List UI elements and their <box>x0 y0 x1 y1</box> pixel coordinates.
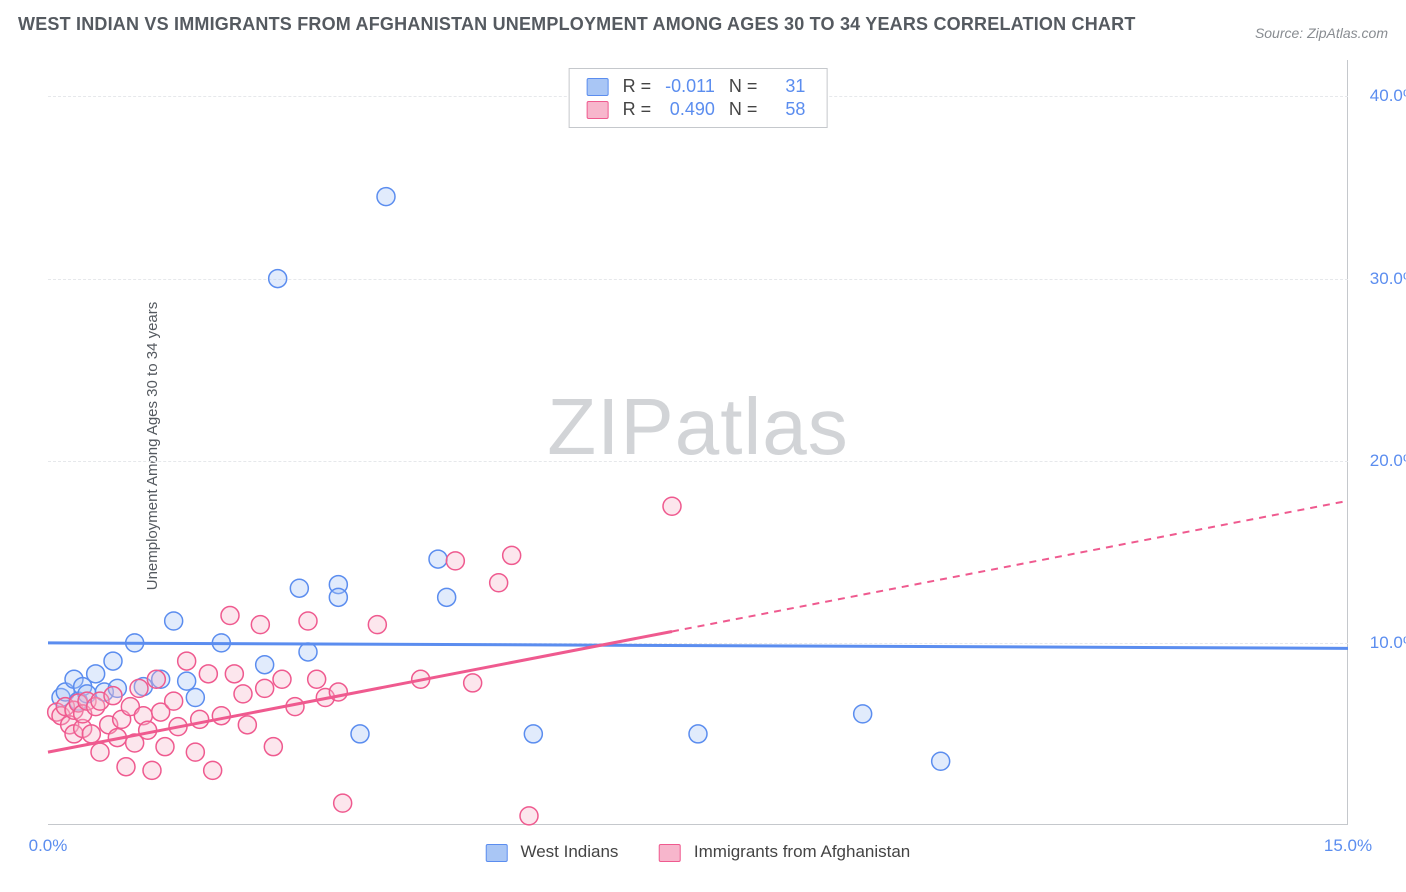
scatter-point <box>490 574 508 592</box>
scatter-point <box>178 672 196 690</box>
legend-bottom-label-0: West Indians <box>520 842 618 861</box>
legend-item-1: Immigrants from Afghanistan <box>659 842 910 861</box>
scatter-point <box>212 707 230 725</box>
scatter-point <box>82 725 100 743</box>
trend-line-dashed <box>672 501 1348 632</box>
scatter-point <box>165 692 183 710</box>
legend-bottom-swatch-1 <box>659 844 681 862</box>
scatter-point <box>438 588 456 606</box>
series-legend: West Indians Immigrants from Afghanistan <box>468 842 929 862</box>
scatter-point <box>165 612 183 630</box>
y-tick-label: 10.0% <box>1358 633 1406 653</box>
trend-line-solid <box>48 643 1348 648</box>
y-tick-label: 40.0% <box>1358 86 1406 106</box>
y-tick-label: 30.0% <box>1358 269 1406 289</box>
scatter-point <box>299 643 317 661</box>
scatter-point <box>264 738 282 756</box>
source-attribution: Source: ZipAtlas.com <box>1255 25 1388 41</box>
scatter-point <box>524 725 542 743</box>
scatter-point <box>854 705 872 723</box>
scatter-point <box>178 652 196 670</box>
scatter-point <box>221 607 239 625</box>
scatter-point <box>689 725 707 743</box>
scatter-point <box>329 588 347 606</box>
plot-svg <box>48 60 1348 824</box>
scatter-point <box>117 758 135 776</box>
x-tick-label: 0.0% <box>29 836 68 856</box>
scatter-point <box>204 761 222 779</box>
scatter-point <box>299 612 317 630</box>
scatter-point <box>464 674 482 692</box>
scatter-point <box>238 716 256 734</box>
scatter-point <box>446 552 464 570</box>
scatter-point <box>503 546 521 564</box>
scatter-point <box>520 807 538 825</box>
scatter-point <box>104 687 122 705</box>
scatter-point <box>147 670 165 688</box>
legend-bottom-swatch-0 <box>486 844 508 862</box>
scatter-point <box>251 616 269 634</box>
scatter-point <box>104 652 122 670</box>
scatter-point <box>368 616 386 634</box>
scatter-point <box>273 670 291 688</box>
scatter-point <box>186 743 204 761</box>
x-tick-label: 15.0% <box>1324 836 1372 856</box>
scatter-point <box>377 188 395 206</box>
chart-container: WEST INDIAN VS IMMIGRANTS FROM AFGHANIST… <box>0 0 1406 892</box>
scatter-point <box>256 679 274 697</box>
scatter-point <box>91 743 109 761</box>
scatter-point <box>290 579 308 597</box>
scatter-point <box>87 665 105 683</box>
scatter-point <box>199 665 217 683</box>
scatter-point <box>191 710 209 728</box>
legend-item-0: West Indians <box>486 842 623 861</box>
scatter-point <box>334 794 352 812</box>
scatter-point <box>130 679 148 697</box>
scatter-point <box>186 689 204 707</box>
scatter-point <box>351 725 369 743</box>
scatter-point <box>225 665 243 683</box>
y-tick-label: 20.0% <box>1358 451 1406 471</box>
chart-title: WEST INDIAN VS IMMIGRANTS FROM AFGHANIST… <box>18 14 1136 35</box>
legend-bottom-label-1: Immigrants from Afghanistan <box>694 842 910 861</box>
scatter-point <box>429 550 447 568</box>
scatter-point <box>663 497 681 515</box>
scatter-point <box>308 670 326 688</box>
scatter-point <box>256 656 274 674</box>
scatter-point <box>143 761 161 779</box>
scatter-point <box>234 685 252 703</box>
scatter-point <box>932 752 950 770</box>
plot-area: ZIPatlas 10.0%20.0%30.0%40.0% 0.0%15.0% … <box>48 60 1348 825</box>
scatter-point <box>156 738 174 756</box>
scatter-point <box>269 270 287 288</box>
